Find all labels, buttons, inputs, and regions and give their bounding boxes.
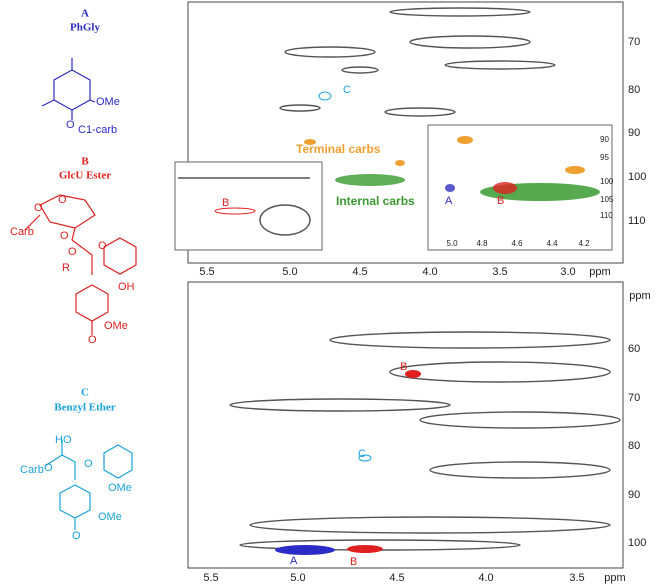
name: Benzyl Ether: [54, 402, 116, 414]
atom: Carb: [20, 464, 44, 476]
atom: O: [98, 240, 107, 252]
tick-label: 4.0: [478, 572, 493, 584]
atom: O: [44, 462, 53, 474]
tick-label: 80: [628, 84, 640, 96]
atom: Carb: [10, 226, 34, 238]
tick-label: 90: [628, 127, 640, 139]
atom: OMe: [108, 482, 132, 494]
atom: R: [62, 262, 70, 274]
atom: O: [88, 334, 97, 346]
annotation: Terminal carbs: [296, 142, 381, 156]
tick-label: 3.5: [569, 572, 584, 584]
annotation: C: [343, 84, 351, 96]
atom: O: [72, 530, 81, 542]
atom: O: [66, 119, 75, 131]
name: PhGly: [70, 22, 100, 34]
tick-label: 5.0: [290, 572, 305, 584]
atom: OMe: [104, 320, 128, 332]
annotation: B: [400, 361, 407, 373]
annotation: B: [497, 195, 504, 207]
atom: O: [84, 458, 93, 470]
tick-label: 100: [628, 171, 646, 183]
atom: C1-carb: [78, 124, 117, 136]
tick-label: 95: [600, 153, 609, 162]
atom: OMe: [96, 96, 120, 108]
ticks: 70 80 90 100 110 5.5 5.0 4.5 4.0 3.5 3.0 ppm: [199, 36, 646, 278]
tick-label: 4.0: [422, 266, 437, 278]
tick-label: 100: [628, 537, 646, 549]
tick-label: ppm: [604, 572, 625, 584]
annotation: B: [350, 556, 357, 568]
letter: B: [81, 156, 89, 168]
tick-label: 110: [600, 211, 613, 220]
annotation: B: [222, 197, 229, 209]
tick-label: 4.2: [578, 239, 590, 248]
letter: C: [81, 387, 89, 399]
tick-label: 80: [628, 440, 640, 452]
letter: A: [81, 8, 89, 20]
tick-label: 5.5: [199, 266, 214, 278]
tick-label: 70: [628, 392, 640, 404]
tick-label: ppm: [589, 266, 610, 278]
atom: HO: [55, 434, 72, 446]
top-panel: C Terminal carbs Internal carbs B A B 90…: [174, 1, 646, 278]
tick-label: 60: [628, 343, 640, 355]
tick-label: 105: [600, 195, 614, 204]
tick-label: 4.5: [389, 572, 404, 584]
name: GlcU Ester: [59, 170, 111, 182]
tick-label: 90: [600, 135, 609, 144]
atom: O: [34, 202, 43, 214]
tick-label: 3.5: [492, 266, 507, 278]
structure-b: B GlcU Ester Carb O O O O R O OH O OMe: [10, 156, 137, 346]
atom: O: [68, 246, 77, 258]
ticks: 60 70 80 90 100 5.5 5.0 4.5 4.0 3.5 ppm ppm: [203, 290, 650, 584]
tick-label: 90: [628, 489, 640, 501]
tick-label: 5.5: [203, 572, 218, 584]
atom: O: [60, 230, 69, 242]
atom: OH: [118, 281, 135, 293]
structure-c: C Benzyl Ether HO Carb O O OMe O OMe: [20, 387, 133, 542]
annotation: A: [290, 555, 298, 567]
tick-label: 4.4: [546, 239, 558, 248]
atom: OMe: [98, 511, 122, 523]
tick-label: 5.0: [282, 266, 297, 278]
annotation: Internal carbs: [336, 194, 415, 208]
structure-a: A PhGly OMe O C1-carb: [41, 8, 120, 136]
atom: O: [58, 194, 67, 206]
tick-label: 70: [628, 36, 640, 48]
tick-label: 4.5: [352, 266, 367, 278]
tick-label: 4.6: [511, 239, 523, 248]
tick-label: 4.8: [476, 239, 488, 248]
bottom-panel: B C A B 60 70 80 90 100 5.5 5.0 4.5 4.0 3.5 ppm ppm: [187, 281, 651, 584]
tick-label: 3.0: [560, 266, 575, 278]
tick-label: 100: [600, 177, 614, 186]
tick-label: ppm: [629, 290, 650, 302]
inset-ticks: 90 95 100 105 110 5.0 4.8 4.6 4.4 4.2: [446, 135, 613, 248]
tick-label: 110: [628, 215, 646, 227]
annotation: A: [445, 195, 453, 207]
tick-label: 5.0: [446, 239, 458, 248]
annotation: C: [358, 448, 366, 460]
